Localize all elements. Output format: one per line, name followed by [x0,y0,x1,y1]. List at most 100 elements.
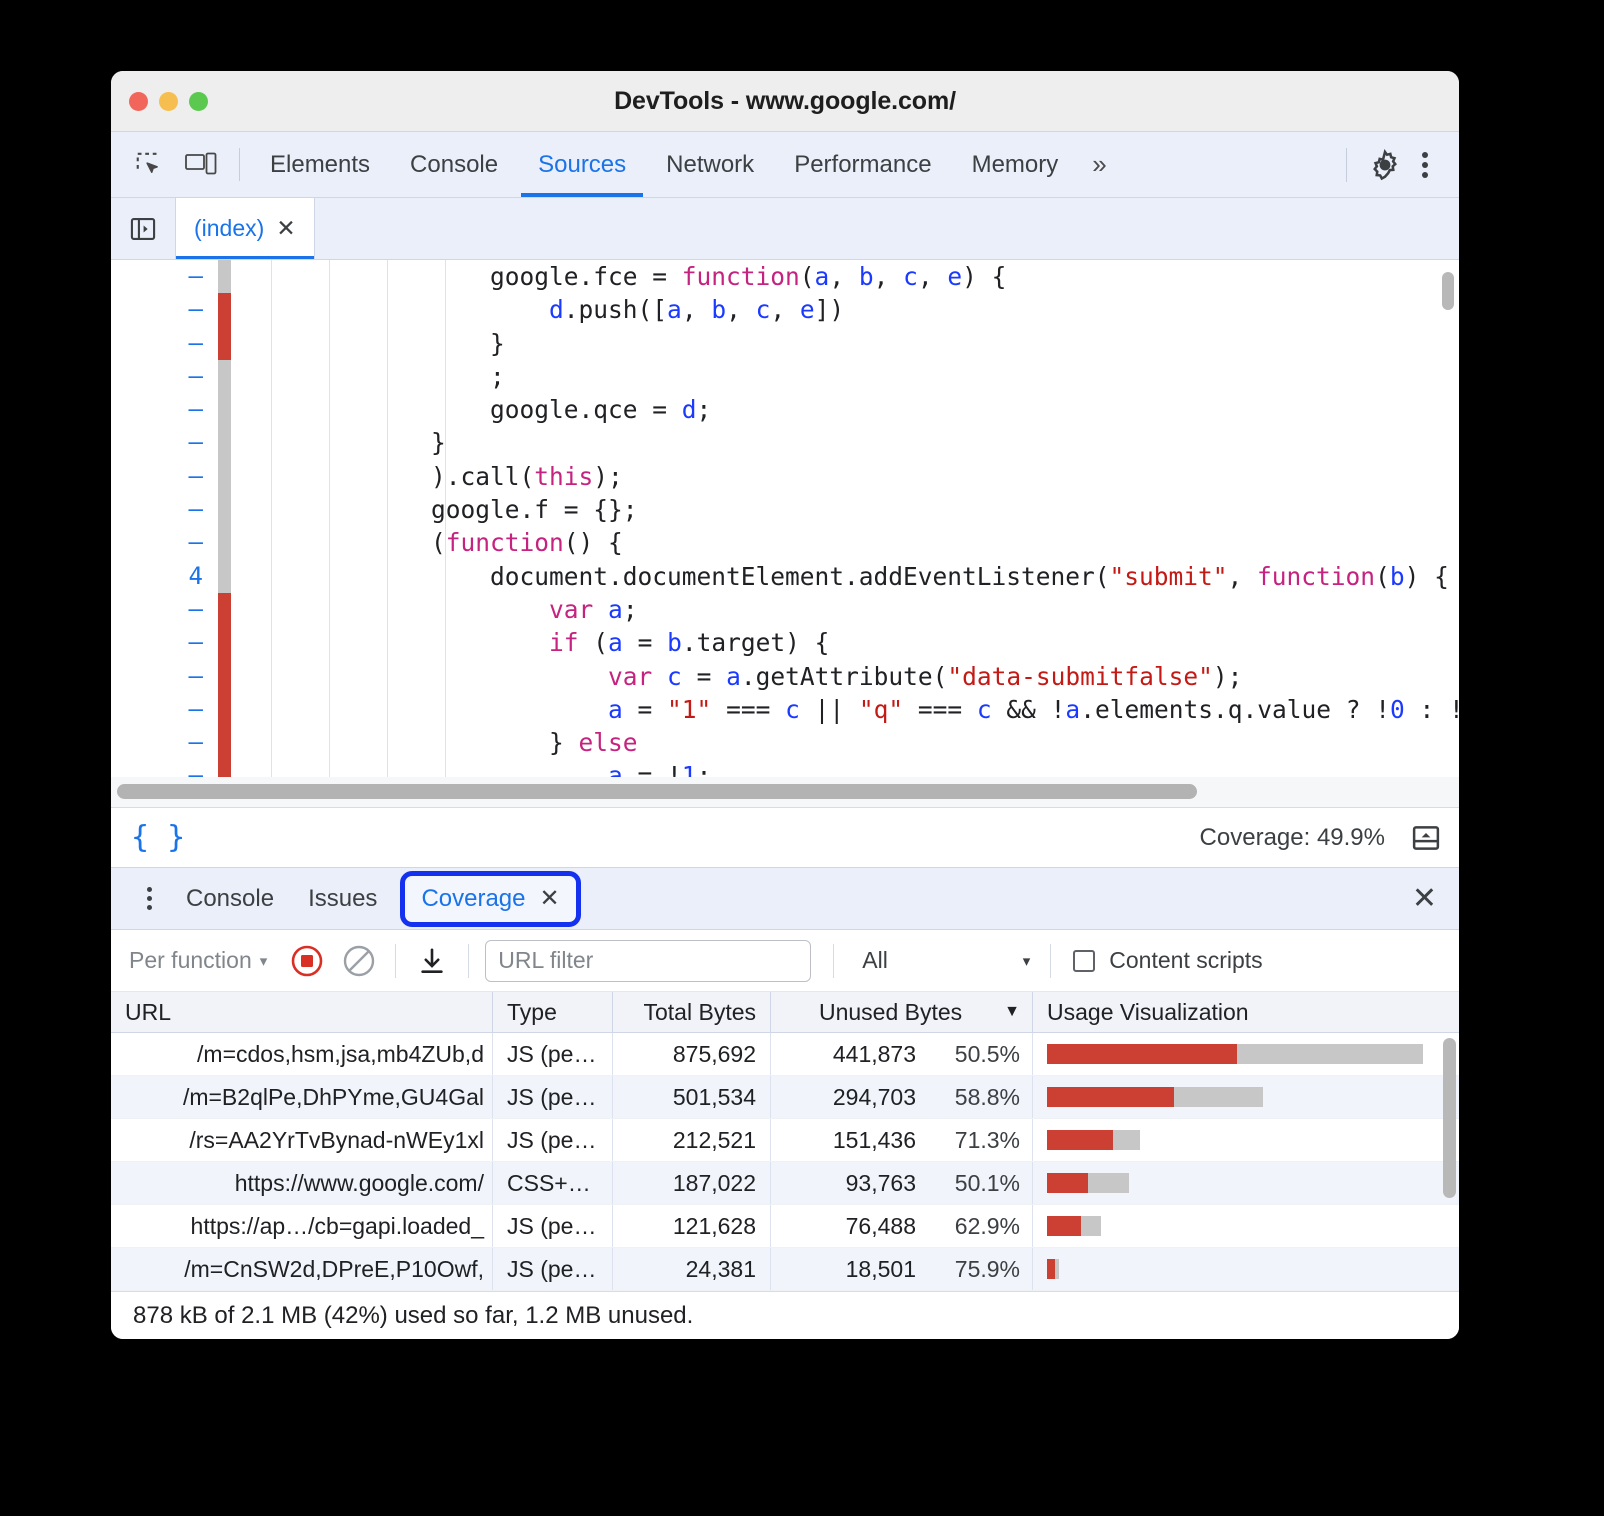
code-line[interactable]: – var a; [111,593,1459,626]
tab-elements[interactable]: Elements [270,150,371,178]
usage-bar-used [1047,1259,1055,1279]
zoom-window-button[interactable] [189,91,208,111]
table-row[interactable]: https://ap…/cb=gapi.loaded_ JS (pe… 121,62… [111,1205,1459,1248]
coverage-uncovered-segment [218,293,231,360]
cell-type: JS (pe… [493,1076,613,1118]
stop-recording-icon[interactable] [281,935,333,987]
drawer-tab-console[interactable]: Console [186,884,275,912]
code-line[interactable]: – d.push([a, b, c, e]) [111,293,1459,326]
code-line[interactable]: – google.qce = d; [111,393,1459,426]
kebab-menu-icon[interactable] [1405,145,1445,185]
code-text: document.documentElement.addEventListene… [431,561,1449,591]
inspect-element-icon[interactable] [129,145,169,185]
indent-guide [387,260,388,778]
code-line[interactable]: – } [111,327,1459,360]
code-view[interactable]: – google.fce = function(a, b, c, e) {– d… [111,260,1459,778]
tab-network[interactable]: Network [666,150,755,178]
code-line[interactable]: – a = "1" === c || "q" === c && !a.eleme… [111,693,1459,726]
code-line[interactable]: – (function() { [111,526,1459,559]
code-line[interactable]: – var c = a.getAttribute("data-submitfal… [111,660,1459,693]
code-line[interactable]: –).call(this); [111,460,1459,493]
column-header-total-bytes[interactable]: Total Bytes [613,992,771,1032]
usage-bar [1047,1173,1129,1193]
usage-bar-used [1047,1173,1088,1193]
cell-unused-bytes: 151,436 71.3% [771,1119,1033,1161]
column-header-unused-bytes[interactable]: Unused Bytes ▼ [771,992,1033,1032]
code-line[interactable]: –} [111,426,1459,459]
export-download-icon[interactable] [406,935,458,987]
type-filter-select[interactable]: All ▾ [862,947,1040,974]
code-line[interactable]: 4 document.documentElement.addEventListe… [111,560,1459,593]
coverage-table-header: URL Type Total Bytes Unused Bytes ▼ Usag… [111,992,1459,1033]
url-filter-input[interactable]: URL filter [485,939,812,982]
window-titlebar: DevTools - www.google.com/ [111,71,1459,132]
editor-horizontal-scrollbar-track[interactable] [111,777,1459,807]
editor-vertical-scrollbar[interactable] [1442,272,1454,310]
column-header-type[interactable]: Type [493,992,613,1032]
more-tabs-icon[interactable]: » [1092,149,1107,179]
cell-type: JS (pe… [493,1119,613,1161]
code-line[interactable]: – google.fce = function(a, b, c, e) { [111,260,1459,293]
cell-unused-bytes: 294,703 58.8% [771,1076,1033,1118]
show-navigator-icon[interactable] [111,198,175,259]
code-line[interactable]: – ; [111,360,1459,393]
cell-unused-bytes: 441,873 50.5% [771,1033,1033,1075]
tabbar-divider [239,148,240,181]
tab-sources[interactable]: Sources [518,132,646,197]
table-row[interactable]: /rs=AA2YrTvBynad-nWEy1xl JS (pe… 212,521 15… [111,1119,1459,1162]
line-number: – [188,761,203,778]
file-tab-index[interactable]: (index) ✕ [175,198,315,259]
table-row[interactable]: /m=B2qlPe,DhPYme,GU4Gal JS (pe… 501,534 294… [111,1076,1459,1119]
drawer-tab-coverage-label: Coverage [421,884,526,912]
close-window-button[interactable] [129,91,148,111]
close-icon[interactable]: ✕ [276,215,296,241]
chevron-down-icon: ▾ [1022,952,1031,970]
coverage-table-body: /m=cdos,hsm,jsa,mb4ZUb,d JS (pe… 875,692 44… [111,1033,1459,1291]
line-number: – [188,262,203,290]
granularity-select[interactable]: Per function ▾ [129,947,281,974]
code-line[interactable]: – a = !1; [111,759,1459,778]
code-text: google.qce = d; [431,395,712,425]
file-tab-label: (index) [194,215,265,241]
line-number: – [188,594,203,623]
usage-bar-unused [1088,1173,1129,1193]
pretty-print-braces-icon[interactable]: { } [131,820,186,855]
device-toolbar-icon[interactable] [181,145,221,185]
table-row[interactable]: https://www.google.com/CSS+… 187,022 93,76… [111,1162,1459,1205]
devtools-main-tabbar: Elements Console Sources Network Perform… [111,132,1459,198]
drawer-tab-coverage[interactable]: Coverage ✕ [400,870,581,927]
cell-unused-bytes: 18,501 75.9% [771,1248,1033,1290]
cell-total-bytes: 501,534 [613,1076,771,1118]
line-number: – [188,428,203,457]
unused-bytes-percent: 62.9% [954,1212,1020,1239]
code-line[interactable]: – if (a = b.target) { [111,626,1459,659]
drawer-tab-issues[interactable]: Issues [308,884,378,912]
collapse-drawer-icon[interactable] [1411,823,1441,853]
close-drawer-icon[interactable]: ✕ [1411,881,1437,915]
content-scripts-checkbox[interactable] [1073,949,1096,972]
cell-url: /m=B2qlPe,DhPYme,GU4Gal [111,1076,493,1118]
cell-type: JS (pe… [493,1033,613,1075]
tab-performance[interactable]: Performance [794,150,932,178]
kebab-menu-icon[interactable] [129,887,169,910]
column-header-usage-visualization[interactable]: Usage Visualization [1047,998,1249,1025]
code-line[interactable]: – } else [111,726,1459,759]
line-number: – [188,628,203,657]
coverage-table-scrollbar[interactable] [1443,1038,1456,1198]
table-row[interactable]: /m=CnSW2d,DPreE,P10Owf, JS (pe… 24,381 18,5… [111,1248,1459,1291]
cell-usage-visualization [1033,1162,1459,1204]
close-icon[interactable]: ✕ [539,885,560,912]
table-row[interactable]: /m=cdos,hsm,jsa,mb4ZUb,d JS (pe… 875,692 44… [111,1033,1459,1076]
line-number: – [188,728,203,757]
clear-all-icon[interactable] [333,935,385,987]
file-tab-strip: (index) ✕ [111,198,1459,260]
column-header-url[interactable]: URL [111,992,493,1032]
code-line[interactable]: – google.f = {}; [111,493,1459,526]
tab-console[interactable]: Console [410,150,499,178]
content-scripts-checkbox-group[interactable]: Content scripts [1073,947,1263,974]
editor-horizontal-scrollbar-thumb[interactable] [117,784,1197,799]
tab-memory[interactable]: Memory [971,150,1059,178]
gear-icon[interactable] [1365,145,1405,185]
line-number: – [188,495,203,524]
minimize-window-button[interactable] [159,91,178,111]
